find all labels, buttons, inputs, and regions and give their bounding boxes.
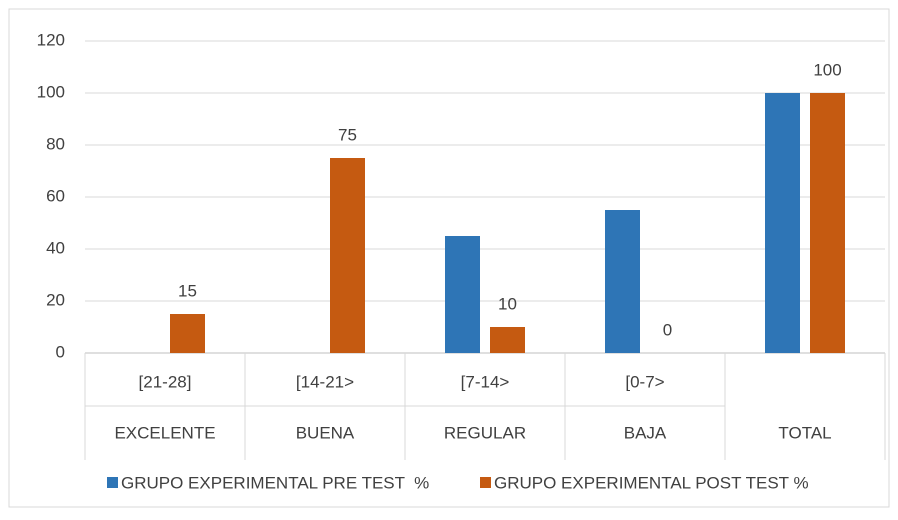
legend-label: GRUPO EXPERIMENTAL PRE TEST % bbox=[121, 473, 429, 492]
bar bbox=[765, 93, 800, 353]
x-tick-label: [21-28] bbox=[139, 372, 192, 391]
y-tick-label: 40 bbox=[46, 238, 65, 257]
data-label: 100 bbox=[813, 60, 841, 79]
y-tick-label: 80 bbox=[46, 134, 65, 153]
data-label: 10 bbox=[498, 294, 517, 313]
bar bbox=[605, 210, 640, 353]
data-label: 15 bbox=[178, 281, 197, 300]
x-group-label: REGULAR bbox=[444, 423, 526, 442]
x-tick-label: [14-21> bbox=[296, 372, 354, 391]
legend-swatch bbox=[107, 477, 118, 488]
y-tick-label: 20 bbox=[46, 290, 65, 309]
y-tick-label: 100 bbox=[37, 82, 65, 101]
legend-label: GRUPO EXPERIMENTAL POST TEST % bbox=[494, 473, 809, 492]
x-tick-label: [7-14> bbox=[461, 372, 510, 391]
y-tick-label: 120 bbox=[37, 30, 65, 49]
y-tick-label: 0 bbox=[56, 342, 65, 361]
bar bbox=[445, 236, 480, 353]
x-tick-label: [0-7> bbox=[625, 372, 664, 391]
x-group-label: EXCELENTE bbox=[114, 423, 215, 442]
x-group-label: BAJA bbox=[624, 423, 667, 442]
bar bbox=[490, 327, 525, 353]
data-label: 0 bbox=[663, 320, 672, 339]
bar bbox=[170, 314, 205, 353]
x-group-label: BUENA bbox=[296, 423, 355, 442]
bar bbox=[810, 93, 845, 353]
y-tick-label: 60 bbox=[46, 186, 65, 205]
legend-swatch bbox=[480, 477, 491, 488]
bar bbox=[330, 158, 365, 353]
x-group-label: TOTAL bbox=[778, 423, 831, 442]
data-label: 75 bbox=[338, 125, 357, 144]
